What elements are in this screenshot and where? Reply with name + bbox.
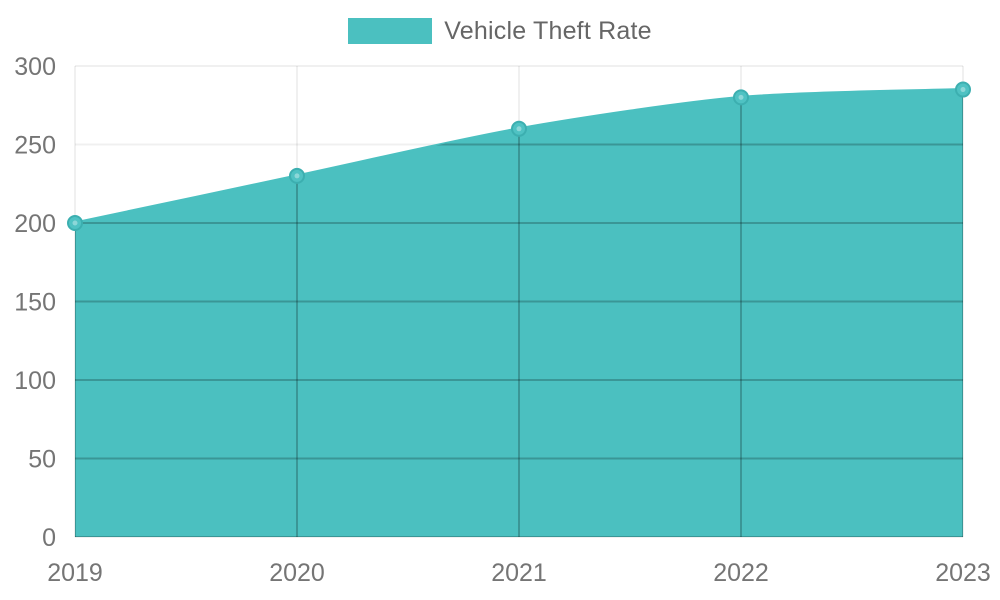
y-axis-tick-label-300: 300 [14, 53, 56, 81]
data-point-marker-2019[interactable] [67, 215, 83, 231]
data-point-inner-2021 [516, 126, 522, 132]
data-point-inner-2023 [960, 87, 966, 93]
y-axis-tick-label-0: 0 [42, 524, 56, 552]
x-axis-tick-label-2023: 2023 [935, 559, 991, 587]
x-axis-tick-label-2020: 2020 [269, 559, 325, 587]
data-point-marker-2023[interactable] [955, 81, 971, 98]
y-axis-tick-label-150: 150 [14, 289, 56, 317]
y-axis-tick-label-200: 200 [14, 210, 56, 238]
area-series-fill [75, 89, 963, 538]
data-point-inner-2020 [294, 173, 300, 179]
legend: Vehicle Theft Rate [0, 17, 1000, 45]
x-axis-tick-label-2019: 2019 [47, 559, 103, 587]
x-axis-tick-label-2022: 2022 [713, 559, 769, 587]
x-axis-tick-label-2021: 2021 [491, 559, 547, 587]
data-point-marker-2020[interactable] [289, 167, 305, 184]
data-point-inner-2022 [738, 94, 744, 100]
legend-swatch [348, 18, 433, 44]
y-axis-tick-label-250: 250 [14, 132, 56, 160]
gridlines-over-fill [75, 89, 963, 538]
y-axis-tick-label-50: 50 [28, 446, 56, 474]
legend-label: Vehicle Theft Rate [444, 17, 652, 45]
legend-item-vehicle-theft-rate[interactable]: Vehicle Theft Rate [348, 17, 652, 45]
data-point-marker-2022[interactable] [733, 89, 749, 106]
y-axis-tick-label-100: 100 [14, 367, 56, 395]
data-point-marker-2021[interactable] [511, 120, 527, 137]
data-point-inner-2019 [72, 220, 78, 226]
